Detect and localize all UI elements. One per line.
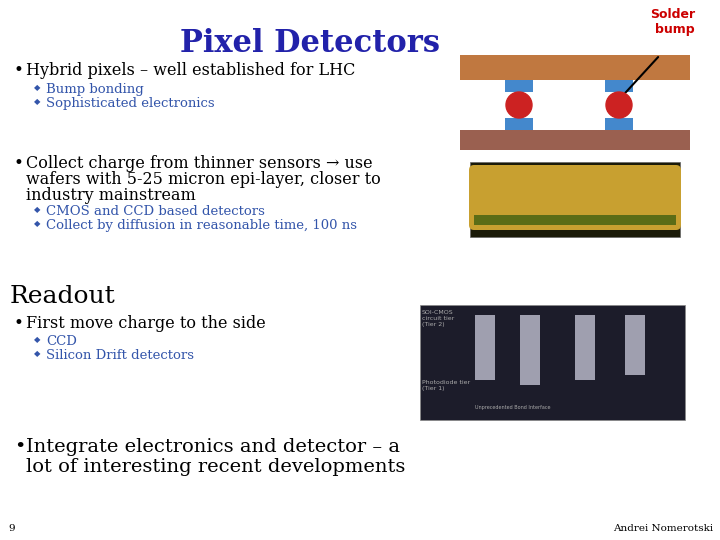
Text: CMOS and CCD based detectors: CMOS and CCD based detectors xyxy=(46,205,265,218)
Bar xyxy=(505,80,533,92)
Text: Sophisticated electronics: Sophisticated electronics xyxy=(46,97,215,110)
Bar xyxy=(575,315,595,380)
Text: Andrei Nomerotski: Andrei Nomerotski xyxy=(613,524,713,533)
Text: ◆: ◆ xyxy=(34,83,40,92)
Text: •: • xyxy=(14,315,24,332)
Bar xyxy=(520,315,540,385)
Text: Pixel Detectors: Pixel Detectors xyxy=(180,28,440,59)
Text: industry mainstream: industry mainstream xyxy=(26,187,196,204)
Text: CCD: CCD xyxy=(46,335,77,348)
Bar xyxy=(460,130,690,150)
Text: Bump bonding: Bump bonding xyxy=(46,83,144,96)
Bar xyxy=(470,162,680,237)
Bar xyxy=(605,118,633,130)
Text: wafers with 5-25 micron epi-layer, closer to: wafers with 5-25 micron epi-layer, close… xyxy=(26,171,381,188)
Text: Integrate electronics and detector – a: Integrate electronics and detector – a xyxy=(26,438,400,456)
Text: lot of interesting recent developments: lot of interesting recent developments xyxy=(26,458,405,476)
Circle shape xyxy=(606,92,632,118)
Text: Collect by diffusion in reasonable time, 100 ns: Collect by diffusion in reasonable time,… xyxy=(46,219,357,232)
Bar xyxy=(474,215,676,225)
Text: ◆: ◆ xyxy=(34,335,40,344)
Text: Silicon Drift detectors: Silicon Drift detectors xyxy=(46,349,194,362)
Text: •: • xyxy=(14,438,25,456)
Text: Solder
bump: Solder bump xyxy=(650,8,695,36)
Bar xyxy=(475,315,495,380)
Text: Unprecedented Bond Interface: Unprecedented Bond Interface xyxy=(475,405,551,410)
FancyBboxPatch shape xyxy=(469,165,681,230)
Text: First move charge to the side: First move charge to the side xyxy=(26,315,266,332)
Circle shape xyxy=(506,92,532,118)
Text: ◆: ◆ xyxy=(34,205,40,214)
Text: ◆: ◆ xyxy=(34,349,40,358)
Text: Hybrid pixels – well established for LHC: Hybrid pixels – well established for LHC xyxy=(26,62,356,79)
Bar xyxy=(460,55,690,80)
Text: Readout: Readout xyxy=(10,285,116,308)
Text: ◆: ◆ xyxy=(34,219,40,228)
Bar xyxy=(625,315,645,375)
Text: •: • xyxy=(14,155,24,172)
Bar xyxy=(605,80,633,92)
Text: SOI-CMOS
circuit tier
(Tier 2): SOI-CMOS circuit tier (Tier 2) xyxy=(422,310,454,327)
Text: ◆: ◆ xyxy=(34,97,40,106)
Text: Collect charge from thinner sensors → use: Collect charge from thinner sensors → us… xyxy=(26,155,373,172)
Text: 9: 9 xyxy=(8,524,14,533)
Text: Photodiode tier
(Tier 1): Photodiode tier (Tier 1) xyxy=(422,380,470,391)
Text: •: • xyxy=(14,62,24,79)
Bar xyxy=(420,305,685,420)
Bar xyxy=(505,118,533,130)
